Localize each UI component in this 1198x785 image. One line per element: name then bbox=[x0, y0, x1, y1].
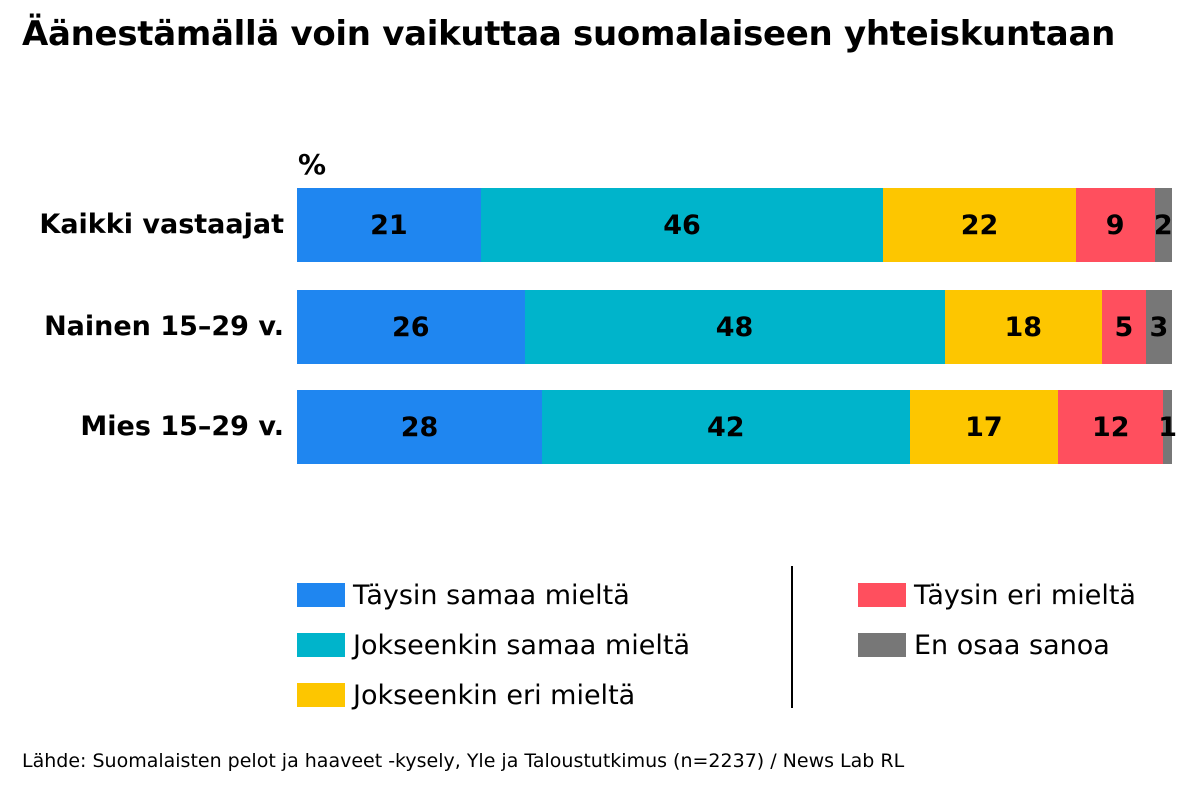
legend-item: En osaa sanoa bbox=[858, 620, 1136, 670]
source-note: Lähde: Suomalaisten pelot ja haaveet -ky… bbox=[22, 750, 905, 772]
legend-swatch bbox=[858, 633, 906, 657]
legend-label: Täysin eri mieltä bbox=[914, 579, 1136, 611]
bar-segment: 17 bbox=[909, 390, 1059, 464]
bar-row: 21 46 22 9 2 bbox=[297, 188, 1173, 262]
bar-segment: 9 bbox=[1075, 188, 1155, 262]
bar-segment: 48 bbox=[524, 290, 945, 364]
bar-segment: 18 bbox=[944, 290, 1102, 364]
category-label: Mies 15–29 v. bbox=[80, 411, 284, 442]
chart-title: Äänestämällä voin vaikuttaa suomalaiseen… bbox=[22, 14, 1116, 54]
legend-column: Täysin samaa mieltä Jokseenkin samaa miel… bbox=[297, 570, 690, 720]
legend-swatch bbox=[297, 583, 345, 607]
legend-label: En osaa sanoa bbox=[914, 629, 1110, 661]
bar-row: 26 48 18 5 3 bbox=[297, 290, 1172, 364]
bar-segment: 26 bbox=[297, 290, 525, 364]
bar-segment: 46 bbox=[480, 188, 884, 262]
legend-swatch bbox=[297, 683, 345, 707]
bar-segment: 1 bbox=[1158, 390, 1177, 464]
legend-swatch bbox=[297, 633, 345, 657]
legend-item: Jokseenkin samaa mieltä bbox=[297, 620, 690, 670]
legend-item: Jokseenkin eri mieltä bbox=[297, 670, 690, 720]
bar-segment: 5 bbox=[1102, 290, 1146, 364]
legend-label: Täysin samaa mieltä bbox=[353, 579, 630, 611]
legend-swatch bbox=[858, 583, 906, 607]
legend-item: Täysin eri mieltä bbox=[858, 570, 1136, 620]
unit-label: % bbox=[298, 148, 327, 181]
legend-column: Täysin eri mieltä En osaa sanoa bbox=[858, 570, 1136, 670]
bar-segment: 2 bbox=[1154, 188, 1173, 262]
bar-segment: 22 bbox=[883, 188, 1076, 262]
category-label: Nainen 15–29 v. bbox=[44, 311, 284, 342]
bar-segment: 28 bbox=[297, 390, 542, 464]
legend-label: Jokseenkin samaa mieltä bbox=[353, 629, 690, 661]
bar-segment: 12 bbox=[1058, 390, 1164, 464]
bar-segment: 21 bbox=[297, 188, 481, 262]
category-label: Kaikki vastaajat bbox=[39, 209, 284, 240]
bar-segment: 3 bbox=[1145, 290, 1172, 364]
legend-divider bbox=[791, 566, 793, 708]
bar-segment: 42 bbox=[542, 390, 910, 464]
bar-row: 28 42 17 12 1 bbox=[297, 390, 1177, 464]
legend-item: Täysin samaa mieltä bbox=[297, 570, 690, 620]
legend-label: Jokseenkin eri mieltä bbox=[353, 679, 636, 711]
